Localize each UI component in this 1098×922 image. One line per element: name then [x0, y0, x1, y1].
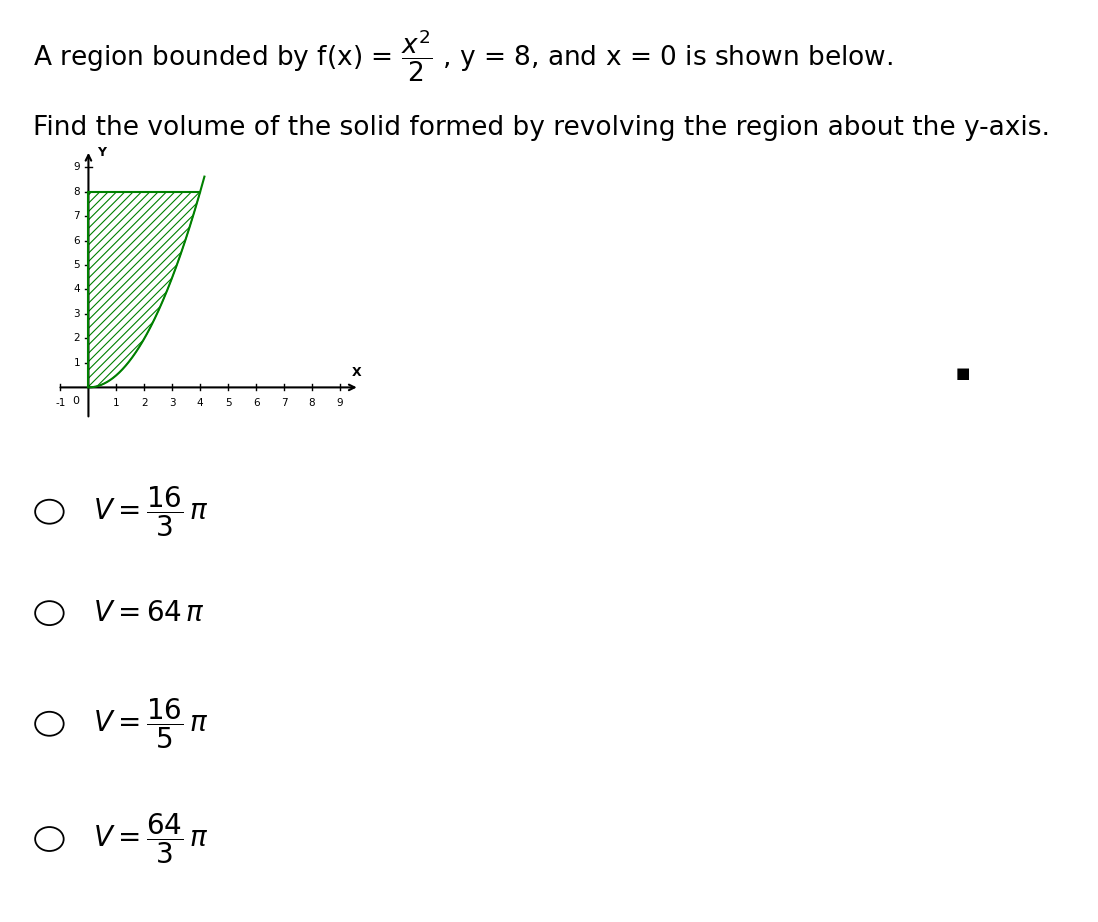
Text: 8: 8: [74, 186, 80, 196]
Text: 4: 4: [74, 285, 80, 294]
Text: 7: 7: [281, 398, 288, 408]
Text: $V = \dfrac{16}{5}\,\pi$: $V = \dfrac{16}{5}\,\pi$: [93, 696, 209, 751]
Text: X: X: [352, 366, 361, 379]
Text: 7: 7: [74, 211, 80, 221]
Text: $V = \dfrac{64}{3}\,\pi$: $V = \dfrac{64}{3}\,\pi$: [93, 811, 209, 867]
Text: -1: -1: [55, 398, 66, 408]
Text: 6: 6: [74, 235, 80, 245]
Text: Y: Y: [97, 146, 105, 159]
Text: 5: 5: [74, 260, 80, 270]
Text: 9: 9: [337, 398, 344, 408]
Text: 0: 0: [72, 396, 79, 406]
Text: 3: 3: [74, 309, 80, 319]
Polygon shape: [89, 192, 200, 387]
Text: 1: 1: [74, 358, 80, 368]
Text: 3: 3: [169, 398, 176, 408]
Text: 9: 9: [74, 162, 80, 172]
Text: $V = 64\,\pi$: $V = 64\,\pi$: [93, 599, 205, 627]
Text: 4: 4: [197, 398, 203, 408]
Text: $V = \dfrac{16}{3}\,\pi$: $V = \dfrac{16}{3}\,\pi$: [93, 484, 209, 539]
Text: 8: 8: [309, 398, 315, 408]
Text: 2: 2: [74, 334, 80, 344]
Text: 5: 5: [225, 398, 232, 408]
Text: 6: 6: [253, 398, 259, 408]
Text: 2: 2: [141, 398, 147, 408]
Text: A region bounded by f(x) = $\dfrac{x^2}{2}$ , y = 8, and x = 0 is shown below.: A region bounded by f(x) = $\dfrac{x^2}{…: [33, 28, 893, 85]
Text: ■: ■: [955, 366, 970, 381]
Text: Find the volume of the solid formed by revolving the region about the y-axis.: Find the volume of the solid formed by r…: [33, 115, 1050, 141]
Text: 1: 1: [113, 398, 120, 408]
